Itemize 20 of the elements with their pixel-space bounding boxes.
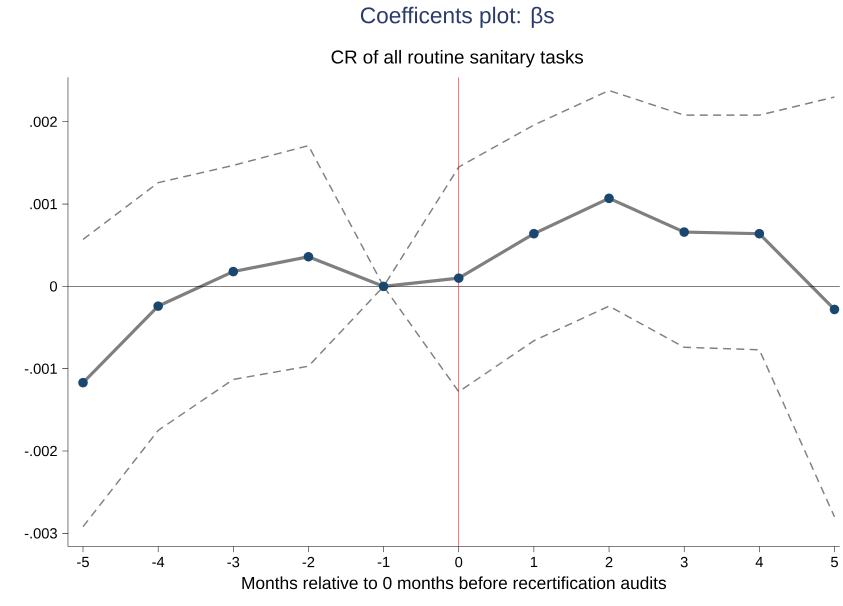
x-tick-label: 1 bbox=[530, 556, 538, 567]
y-tick-label: .001 bbox=[30, 198, 57, 210]
chart-subtitle: CR of all routine sanitary tasks bbox=[332, 50, 584, 68]
x-axis-title: Months relative to 0 months before recertification audits bbox=[242, 576, 666, 589]
x-tick-label: -2 bbox=[302, 556, 314, 567]
x-tick-label: 4 bbox=[756, 556, 763, 567]
y-tick-label: -.003 bbox=[24, 528, 57, 538]
x-tick-label: -5 bbox=[77, 556, 89, 567]
x-tick-label: -1 bbox=[378, 556, 390, 567]
y-tick-label: -.002 bbox=[24, 446, 57, 456]
y-tick-label: 0 bbox=[50, 280, 57, 292]
x-tick-label: 0 bbox=[455, 556, 462, 568]
y-tick-label: .002 bbox=[30, 116, 57, 127]
x-tick-label: 3 bbox=[680, 556, 688, 568]
x-tick-label: -3 bbox=[227, 556, 240, 568]
y-tick-label: -.001 bbox=[24, 363, 57, 374]
x-tick-label: -4 bbox=[152, 556, 164, 567]
chart-title: Coefficents plot: βs bbox=[360, 6, 554, 28]
x-tick-label: 2 bbox=[606, 556, 612, 567]
x-tick-label: 5 bbox=[830, 556, 838, 567]
